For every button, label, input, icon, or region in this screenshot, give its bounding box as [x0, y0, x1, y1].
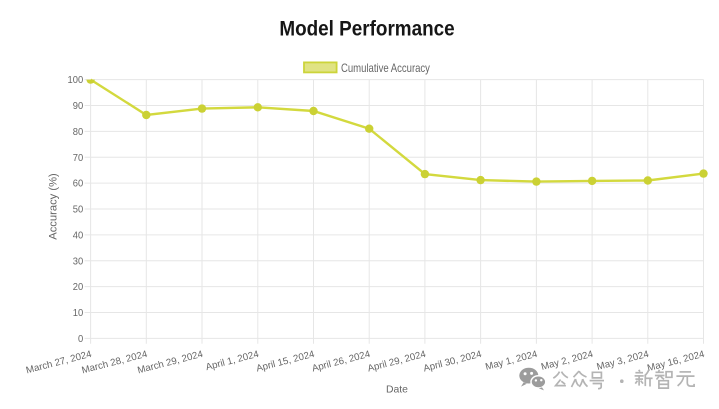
svg-text:Model Performance: Model Performance	[279, 18, 454, 41]
svg-text:0: 0	[78, 334, 84, 345]
svg-text:100: 100	[68, 75, 84, 86]
svg-text:70: 70	[73, 152, 84, 163]
svg-text:Accuracy (%): Accuracy (%)	[48, 173, 60, 240]
svg-text:20: 20	[73, 282, 84, 293]
svg-text:30: 30	[73, 256, 84, 267]
svg-text:40: 40	[73, 230, 84, 241]
svg-text:90: 90	[73, 101, 84, 112]
svg-text:Date: Date	[386, 384, 408, 395]
svg-text:80: 80	[73, 127, 84, 138]
svg-text:60: 60	[73, 178, 84, 189]
svg-text:10: 10	[73, 308, 84, 319]
svg-text:50: 50	[73, 204, 84, 215]
svg-text:Cumulative Accuracy: Cumulative Accuracy	[341, 62, 431, 75]
